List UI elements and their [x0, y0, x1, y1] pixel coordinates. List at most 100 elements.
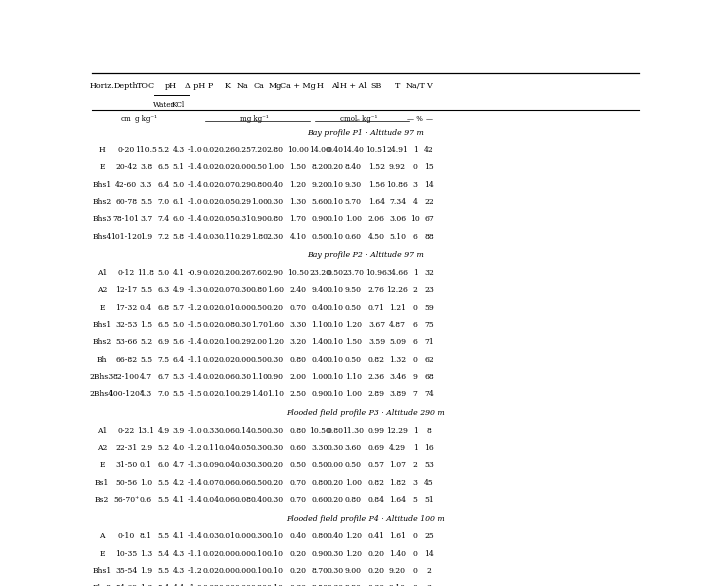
- Text: 0.40: 0.40: [251, 496, 268, 504]
- Text: 110.5: 110.5: [135, 146, 157, 154]
- Text: 1.00: 1.00: [345, 390, 361, 398]
- Text: 12.26: 12.26: [386, 286, 409, 294]
- Text: 22: 22: [424, 198, 434, 206]
- Text: 8: 8: [426, 427, 431, 435]
- Text: 0.03: 0.03: [202, 233, 220, 241]
- Text: 0.29: 0.29: [235, 390, 251, 398]
- Text: 0.25: 0.25: [235, 146, 251, 154]
- Text: 0.10: 0.10: [327, 390, 344, 398]
- Text: T: T: [395, 81, 400, 90]
- Text: 3.59: 3.59: [368, 338, 385, 346]
- Text: Flooded field profile P3 · Altitude 290 m: Flooded field profile P3 · Altitude 290 …: [286, 409, 445, 417]
- Text: 0.02: 0.02: [202, 269, 219, 277]
- Text: 4.9: 4.9: [173, 286, 185, 294]
- Text: 0.02: 0.02: [202, 163, 219, 171]
- Text: 0.50: 0.50: [327, 269, 344, 277]
- Text: 0.04: 0.04: [202, 496, 219, 504]
- Text: 0.00: 0.00: [235, 550, 251, 557]
- Text: 9.92: 9.92: [389, 163, 406, 171]
- Text: 0.30: 0.30: [234, 286, 251, 294]
- Text: Bhs1: Bhs1: [92, 567, 111, 575]
- Text: 10: 10: [410, 216, 420, 223]
- Text: 0.10: 0.10: [327, 216, 344, 223]
- Text: 5.4: 5.4: [158, 550, 170, 557]
- Text: 0.50: 0.50: [289, 461, 307, 469]
- Text: 0.20: 0.20: [267, 461, 284, 469]
- Text: Bay profile P1 · Altitude 97 m: Bay profile P1 · Altitude 97 m: [307, 128, 424, 137]
- Text: 14: 14: [424, 550, 434, 557]
- Text: 0.05: 0.05: [235, 444, 251, 452]
- Text: 14.40: 14.40: [342, 146, 364, 154]
- Text: 1.60: 1.60: [267, 286, 284, 294]
- Text: 0-22: 0-22: [118, 427, 135, 435]
- Text: 0.29: 0.29: [235, 198, 251, 206]
- Text: H: H: [98, 146, 105, 154]
- Text: A1: A1: [97, 269, 107, 277]
- Text: 2.76: 2.76: [368, 286, 385, 294]
- Text: H + Al: H + Al: [340, 81, 366, 90]
- Text: 31-50: 31-50: [115, 461, 138, 469]
- Text: E: E: [99, 461, 105, 469]
- Text: 1.82: 1.82: [389, 479, 406, 487]
- Text: 3.7: 3.7: [140, 216, 152, 223]
- Text: 9: 9: [413, 373, 418, 381]
- Text: 0.50: 0.50: [312, 461, 329, 469]
- Text: 3.20: 3.20: [289, 338, 307, 346]
- Text: 1.3: 1.3: [140, 584, 152, 586]
- Text: 5.5: 5.5: [158, 496, 170, 504]
- Text: 101-120: 101-120: [111, 233, 142, 241]
- Text: KCl: KCl: [172, 101, 185, 108]
- Text: 1.70: 1.70: [251, 321, 268, 329]
- Text: 0.08: 0.08: [219, 321, 236, 329]
- Text: 0.80: 0.80: [289, 356, 307, 364]
- Text: 5.3: 5.3: [173, 373, 185, 381]
- Text: -1.4: -1.4: [188, 532, 202, 540]
- Text: 23.20: 23.20: [309, 269, 331, 277]
- Text: 0.06: 0.06: [219, 496, 236, 504]
- Text: Mg: Mg: [269, 81, 282, 90]
- Text: 12.29: 12.29: [386, 427, 409, 435]
- Text: 0.80: 0.80: [289, 427, 307, 435]
- Text: 3: 3: [413, 479, 418, 487]
- Text: 5.5: 5.5: [158, 532, 170, 540]
- Text: 8.20: 8.20: [312, 163, 329, 171]
- Text: 3.89: 3.89: [389, 390, 406, 398]
- Text: 6.0: 6.0: [158, 461, 170, 469]
- Text: Ca + Mg: Ca + Mg: [280, 81, 316, 90]
- Text: Depth: Depth: [114, 81, 138, 90]
- Text: K: K: [225, 81, 230, 90]
- Text: 1.5: 1.5: [140, 321, 152, 329]
- Text: 1.50: 1.50: [345, 338, 361, 346]
- Text: 0.30: 0.30: [327, 567, 344, 575]
- Text: 0.02: 0.02: [202, 304, 219, 312]
- Text: 0.40: 0.40: [289, 532, 307, 540]
- Text: 0.80: 0.80: [251, 286, 268, 294]
- Text: 62: 62: [424, 356, 434, 364]
- Text: Bhs1: Bhs1: [92, 180, 111, 189]
- Text: -1.2: -1.2: [188, 567, 202, 575]
- Text: 8.70: 8.70: [312, 567, 329, 575]
- Text: 0.80: 0.80: [345, 496, 361, 504]
- Text: 0.11: 0.11: [202, 444, 219, 452]
- Text: 4.1: 4.1: [173, 496, 185, 504]
- Text: 75: 75: [424, 321, 434, 329]
- Text: 6.9: 6.9: [158, 338, 170, 346]
- Text: 8.80: 8.80: [345, 584, 361, 586]
- Text: 0.90: 0.90: [251, 216, 268, 223]
- Text: 7.20: 7.20: [251, 146, 268, 154]
- Text: 4.29: 4.29: [389, 444, 406, 452]
- Text: 0.02: 0.02: [202, 390, 219, 398]
- Text: 5.1: 5.1: [173, 163, 185, 171]
- Text: 3.3: 3.3: [140, 180, 153, 189]
- Text: 0.14: 0.14: [235, 427, 251, 435]
- Text: 13.1: 13.1: [138, 427, 155, 435]
- Text: 1: 1: [413, 427, 418, 435]
- Text: g kg⁻¹: g kg⁻¹: [135, 115, 157, 123]
- Text: 0.41: 0.41: [368, 532, 385, 540]
- Text: 0.10: 0.10: [219, 338, 236, 346]
- Text: 0.02: 0.02: [202, 180, 219, 189]
- Text: 0: 0: [413, 304, 418, 312]
- Text: 1.40: 1.40: [312, 338, 329, 346]
- Text: 1.64: 1.64: [389, 496, 406, 504]
- Text: 0.50: 0.50: [251, 427, 268, 435]
